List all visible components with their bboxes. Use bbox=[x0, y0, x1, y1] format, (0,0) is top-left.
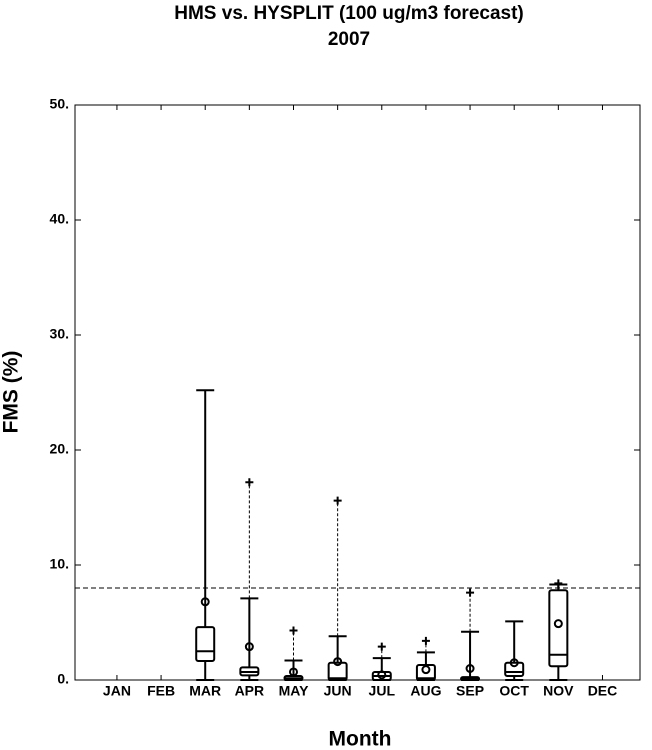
chart-subtitle: 2007 bbox=[328, 29, 370, 50]
mean bbox=[465, 664, 475, 673]
mean bbox=[421, 665, 431, 675]
outlier bbox=[466, 588, 475, 597]
y-tick-label: 10. bbox=[50, 556, 69, 572]
mean bbox=[200, 597, 210, 607]
y-tick-label: 20. bbox=[50, 441, 69, 457]
x-tick-label: JAN bbox=[103, 683, 131, 699]
y-axis-label: FMS (%) bbox=[0, 351, 23, 434]
outlier bbox=[554, 579, 563, 588]
box bbox=[548, 589, 569, 668]
outlier bbox=[289, 626, 298, 635]
x-tick-label: SEP bbox=[456, 683, 484, 699]
outlier bbox=[333, 496, 342, 505]
mean bbox=[553, 619, 563, 629]
outlier bbox=[245, 478, 254, 487]
mean bbox=[244, 642, 254, 652]
mean bbox=[333, 657, 343, 667]
x-tick-label: MAR bbox=[189, 683, 221, 699]
box bbox=[195, 626, 216, 663]
x-tick-label: DEC bbox=[588, 683, 618, 699]
x-tick-label: AUG bbox=[410, 683, 441, 699]
mean bbox=[288, 667, 298, 677]
y-tick-label: 0. bbox=[57, 671, 69, 687]
x-tick-label: FEB bbox=[147, 683, 175, 699]
chart-title: HMS vs. HYSPLIT (100 ug/m3 forecast) bbox=[174, 3, 524, 24]
mean bbox=[509, 658, 519, 668]
x-tick-label: NOV bbox=[543, 683, 574, 699]
box bbox=[327, 661, 348, 681]
box bbox=[504, 661, 525, 677]
x-tick-label: OCT bbox=[499, 683, 529, 699]
x-axis-label: Month bbox=[329, 728, 392, 750]
y-tick-label: 50. bbox=[50, 96, 69, 112]
outlier bbox=[421, 636, 430, 645]
x-tick-label: JUN bbox=[324, 683, 352, 699]
plot-frame bbox=[74, 104, 641, 681]
outlier bbox=[377, 642, 386, 651]
mean bbox=[377, 670, 387, 680]
y-tick-label: 40. bbox=[50, 211, 69, 227]
x-tick-label: APR bbox=[235, 683, 265, 699]
y-tick-label: 30. bbox=[50, 326, 69, 342]
x-tick-label: JUL bbox=[369, 683, 396, 699]
x-tick-label: MAY bbox=[279, 683, 309, 699]
